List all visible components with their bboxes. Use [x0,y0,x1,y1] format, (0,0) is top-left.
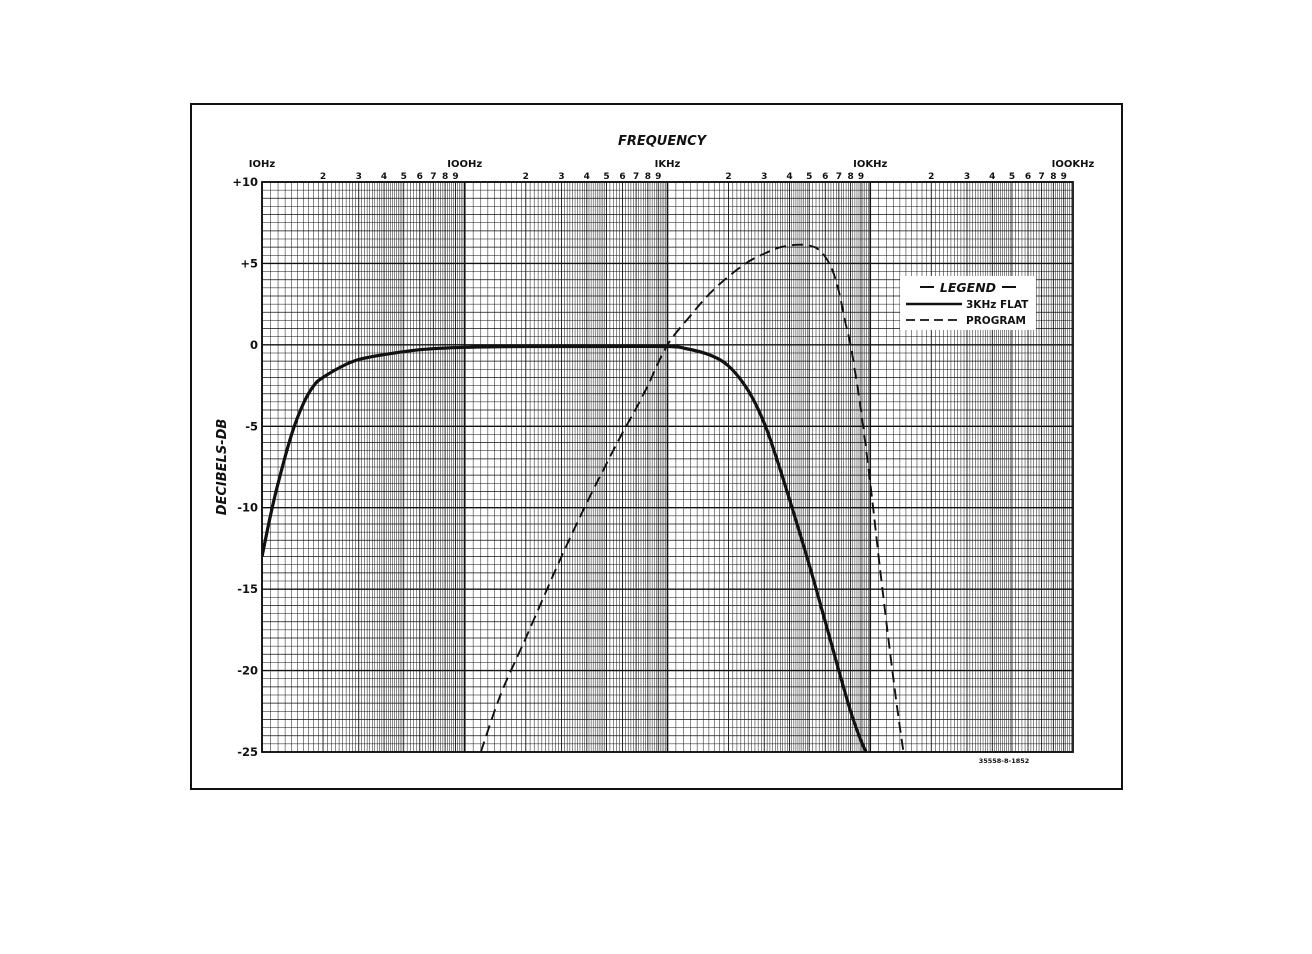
y-tick-label: 0 [250,338,258,352]
x-minor-tick-label: 3 [558,172,564,182]
x-minor-tick-label: 5 [603,172,609,182]
x-minor-tick-label: 9 [858,172,864,182]
x-decade-label: IOOHz [447,159,482,170]
y-tick-label: -15 [237,582,258,596]
x-minor-tick-label: 7 [836,172,842,182]
y-axis-title: DECIBELS-DB [215,419,230,516]
legend-title: LEGEND [940,280,996,295]
y-tick-label: -20 [237,664,258,678]
x-minor-tick-label: 9 [1061,172,1067,182]
x-minor-tick-label: 6 [417,172,423,182]
x-minor-tick-label: 7 [633,172,639,182]
y-tick-label: +10 [232,175,258,189]
grid [261,181,1074,753]
x-decade-label: IOOKHz [1052,159,1095,170]
x-decade-label: IKHz [655,159,681,170]
x-minor-tick-label: 4 [786,172,792,182]
x-minor-tick-label: 2 [523,172,529,182]
x-minor-tick-label: 6 [822,172,828,182]
figure-frame [190,103,1123,790]
x-minor-tick-label: 5 [806,172,812,182]
y-tick-label: -5 [245,419,258,433]
y-tick-label: -10 [237,501,258,515]
x-minor-tick-label: 2 [320,172,326,182]
x-minor-tick-label: 5 [401,172,407,182]
x-axis-title: FREQUENCY [618,134,708,149]
x-minor-tick-label: 5 [1009,172,1015,182]
axis-labels: FREQUENCY DECIBELS-DB +10 +5 0 -5 -10 -15 -20 -… [215,134,1095,759]
x-minor-tick-label: 3 [761,172,767,182]
x-minor-tick-label: 8 [442,172,448,182]
x-minor-tick-label: 9 [655,172,661,182]
legend: LEGEND 3KHz FLAT PROGRAM [900,276,1036,330]
x-minor-tick-label: 8 [1050,172,1056,182]
x-minor-tick-label: 8 [645,172,651,182]
x-minor-tick-label: 2 [928,172,934,182]
legend-entry-dashed: PROGRAM [966,315,1026,327]
x-decade-label: IOHz [249,159,276,170]
x-minor-tick-label: 6 [619,172,625,182]
figure-id: 35558-8-1852 [979,757,1030,765]
x-minor-tick-label: 7 [430,172,436,182]
x-minor-tick-label: 4 [584,172,590,182]
y-tick-label: +5 [240,256,258,270]
x-minor-tick-label: 6 [1025,172,1031,182]
x-minor-tick-label: 4 [381,172,387,182]
x-minor-tick-label: 3 [964,172,970,182]
series-layer [262,243,905,752]
series-program-line [479,243,905,752]
x-minor-tick-label: 4 [989,172,995,182]
plot-border [261,181,1074,753]
y-tick-label: -25 [237,745,258,759]
x-minor-tick-label: 2 [725,172,731,182]
x-minor-tick-label: 3 [356,172,362,182]
x-decade-label: IOKHz [853,159,887,170]
legend-entry-solid: 3KHz FLAT [966,299,1029,311]
x-minor-tick-label: 8 [847,172,853,182]
x-minor-tick-label: 9 [452,172,458,182]
x-minor-tick-label: 7 [1038,172,1044,182]
